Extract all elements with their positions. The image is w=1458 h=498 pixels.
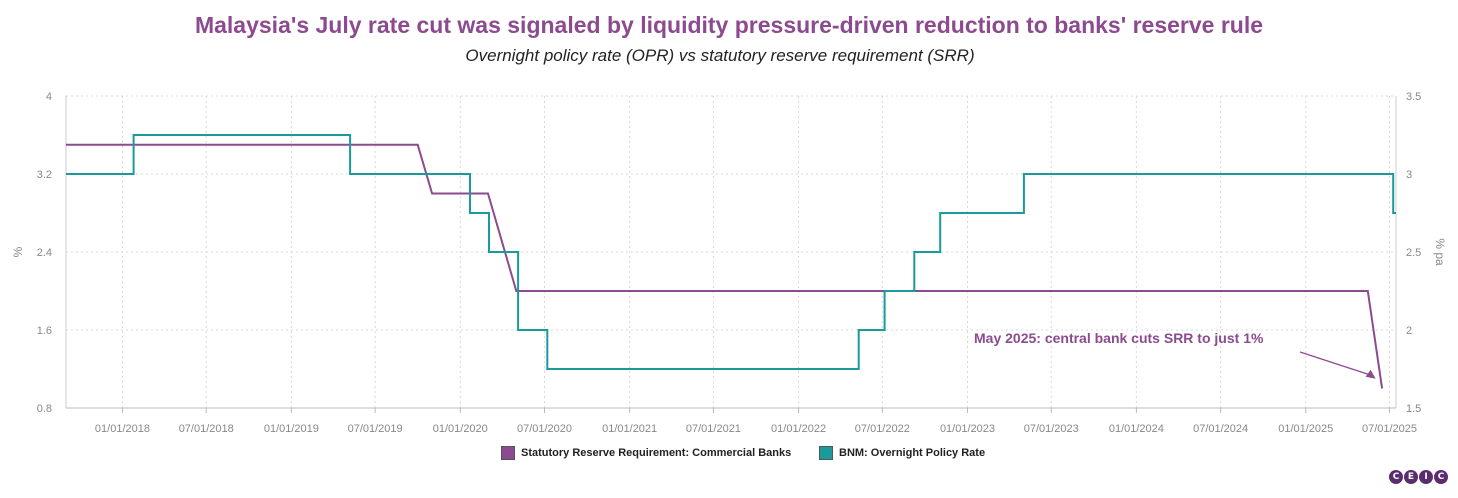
legend-label-opr: BNM: Overnight Policy Rate (839, 447, 986, 459)
legend-swatch-opr (819, 446, 833, 460)
logo-letter: E (1404, 470, 1418, 484)
x-tick-label: 07/01/2021 (686, 423, 741, 435)
legend-label-srr: Statutory Reserve Requirement: Commercia… (521, 447, 792, 459)
legend-item-srr[interactable]: Statutory Reserve Requirement: Commercia… (501, 446, 791, 460)
chart-subtitle: Overnight policy rate (OPR) vs statutory… (465, 46, 975, 65)
logo-letter: C (1389, 470, 1403, 484)
x-tick-label: 07/01/2023 (1024, 423, 1079, 435)
logo-letter: C (1434, 470, 1448, 484)
y-left-tick-label: 4 (46, 91, 52, 103)
y-right-tick-label: 3 (1406, 169, 1412, 181)
annotation-text: May 2025: central bank cuts SRR to just … (974, 330, 1264, 346)
series-line-srr (66, 143, 1384, 389)
ceic-logo: C E I C (1389, 470, 1449, 484)
annotation-arrow-head (1365, 369, 1376, 379)
y-left-axis-label: % (11, 246, 25, 257)
x-tick-label: 01/01/2022 (771, 423, 826, 435)
x-tick-label: 07/01/2025 (1362, 423, 1417, 435)
x-tick-label: 07/01/2024 (1193, 423, 1248, 435)
x-tick-label: 01/01/2020 (433, 423, 488, 435)
chart-title: Malaysia's July rate cut was signaled by… (194, 12, 1264, 38)
series-line-opr (66, 134, 1396, 370)
x-tick-label: 07/01/2019 (348, 423, 403, 435)
x-tick-label: 01/01/2024 (1109, 423, 1164, 435)
legend-item-opr[interactable]: BNM: Overnight Policy Rate (819, 446, 985, 460)
x-tick-label: 01/01/2021 (602, 423, 657, 435)
y-right-axis-label: % pa (1433, 238, 1447, 266)
x-tick-label: 01/01/2019 (264, 423, 319, 435)
x-tick-label: 07/01/2022 (855, 423, 910, 435)
y-right-tick-label: 3.5 (1406, 91, 1421, 103)
y-left-tick-label: 0.8 (37, 403, 52, 415)
y-left-tick-label: 3.2 (37, 169, 52, 181)
y-left-tick-label: 2.4 (37, 247, 52, 259)
x-tick-label: 01/01/2023 (940, 423, 995, 435)
x-tick-label: 01/01/2025 (1278, 423, 1333, 435)
y-right-tick-label: 2 (1406, 325, 1412, 337)
y-right-tick-label: 2.5 (1406, 247, 1421, 259)
x-tick-label: 01/01/2018 (95, 423, 150, 435)
annotation-arrow-line (1299, 351, 1370, 376)
logo-letter: I (1419, 470, 1433, 484)
legend-swatch-srr (501, 446, 515, 460)
y-left-tick-label: 1.6 (37, 325, 52, 337)
y-right-tick-label: 1.5 (1406, 403, 1421, 415)
x-tick-label: 07/01/2018 (179, 423, 234, 435)
x-tick-label: 07/01/2020 (517, 423, 572, 435)
